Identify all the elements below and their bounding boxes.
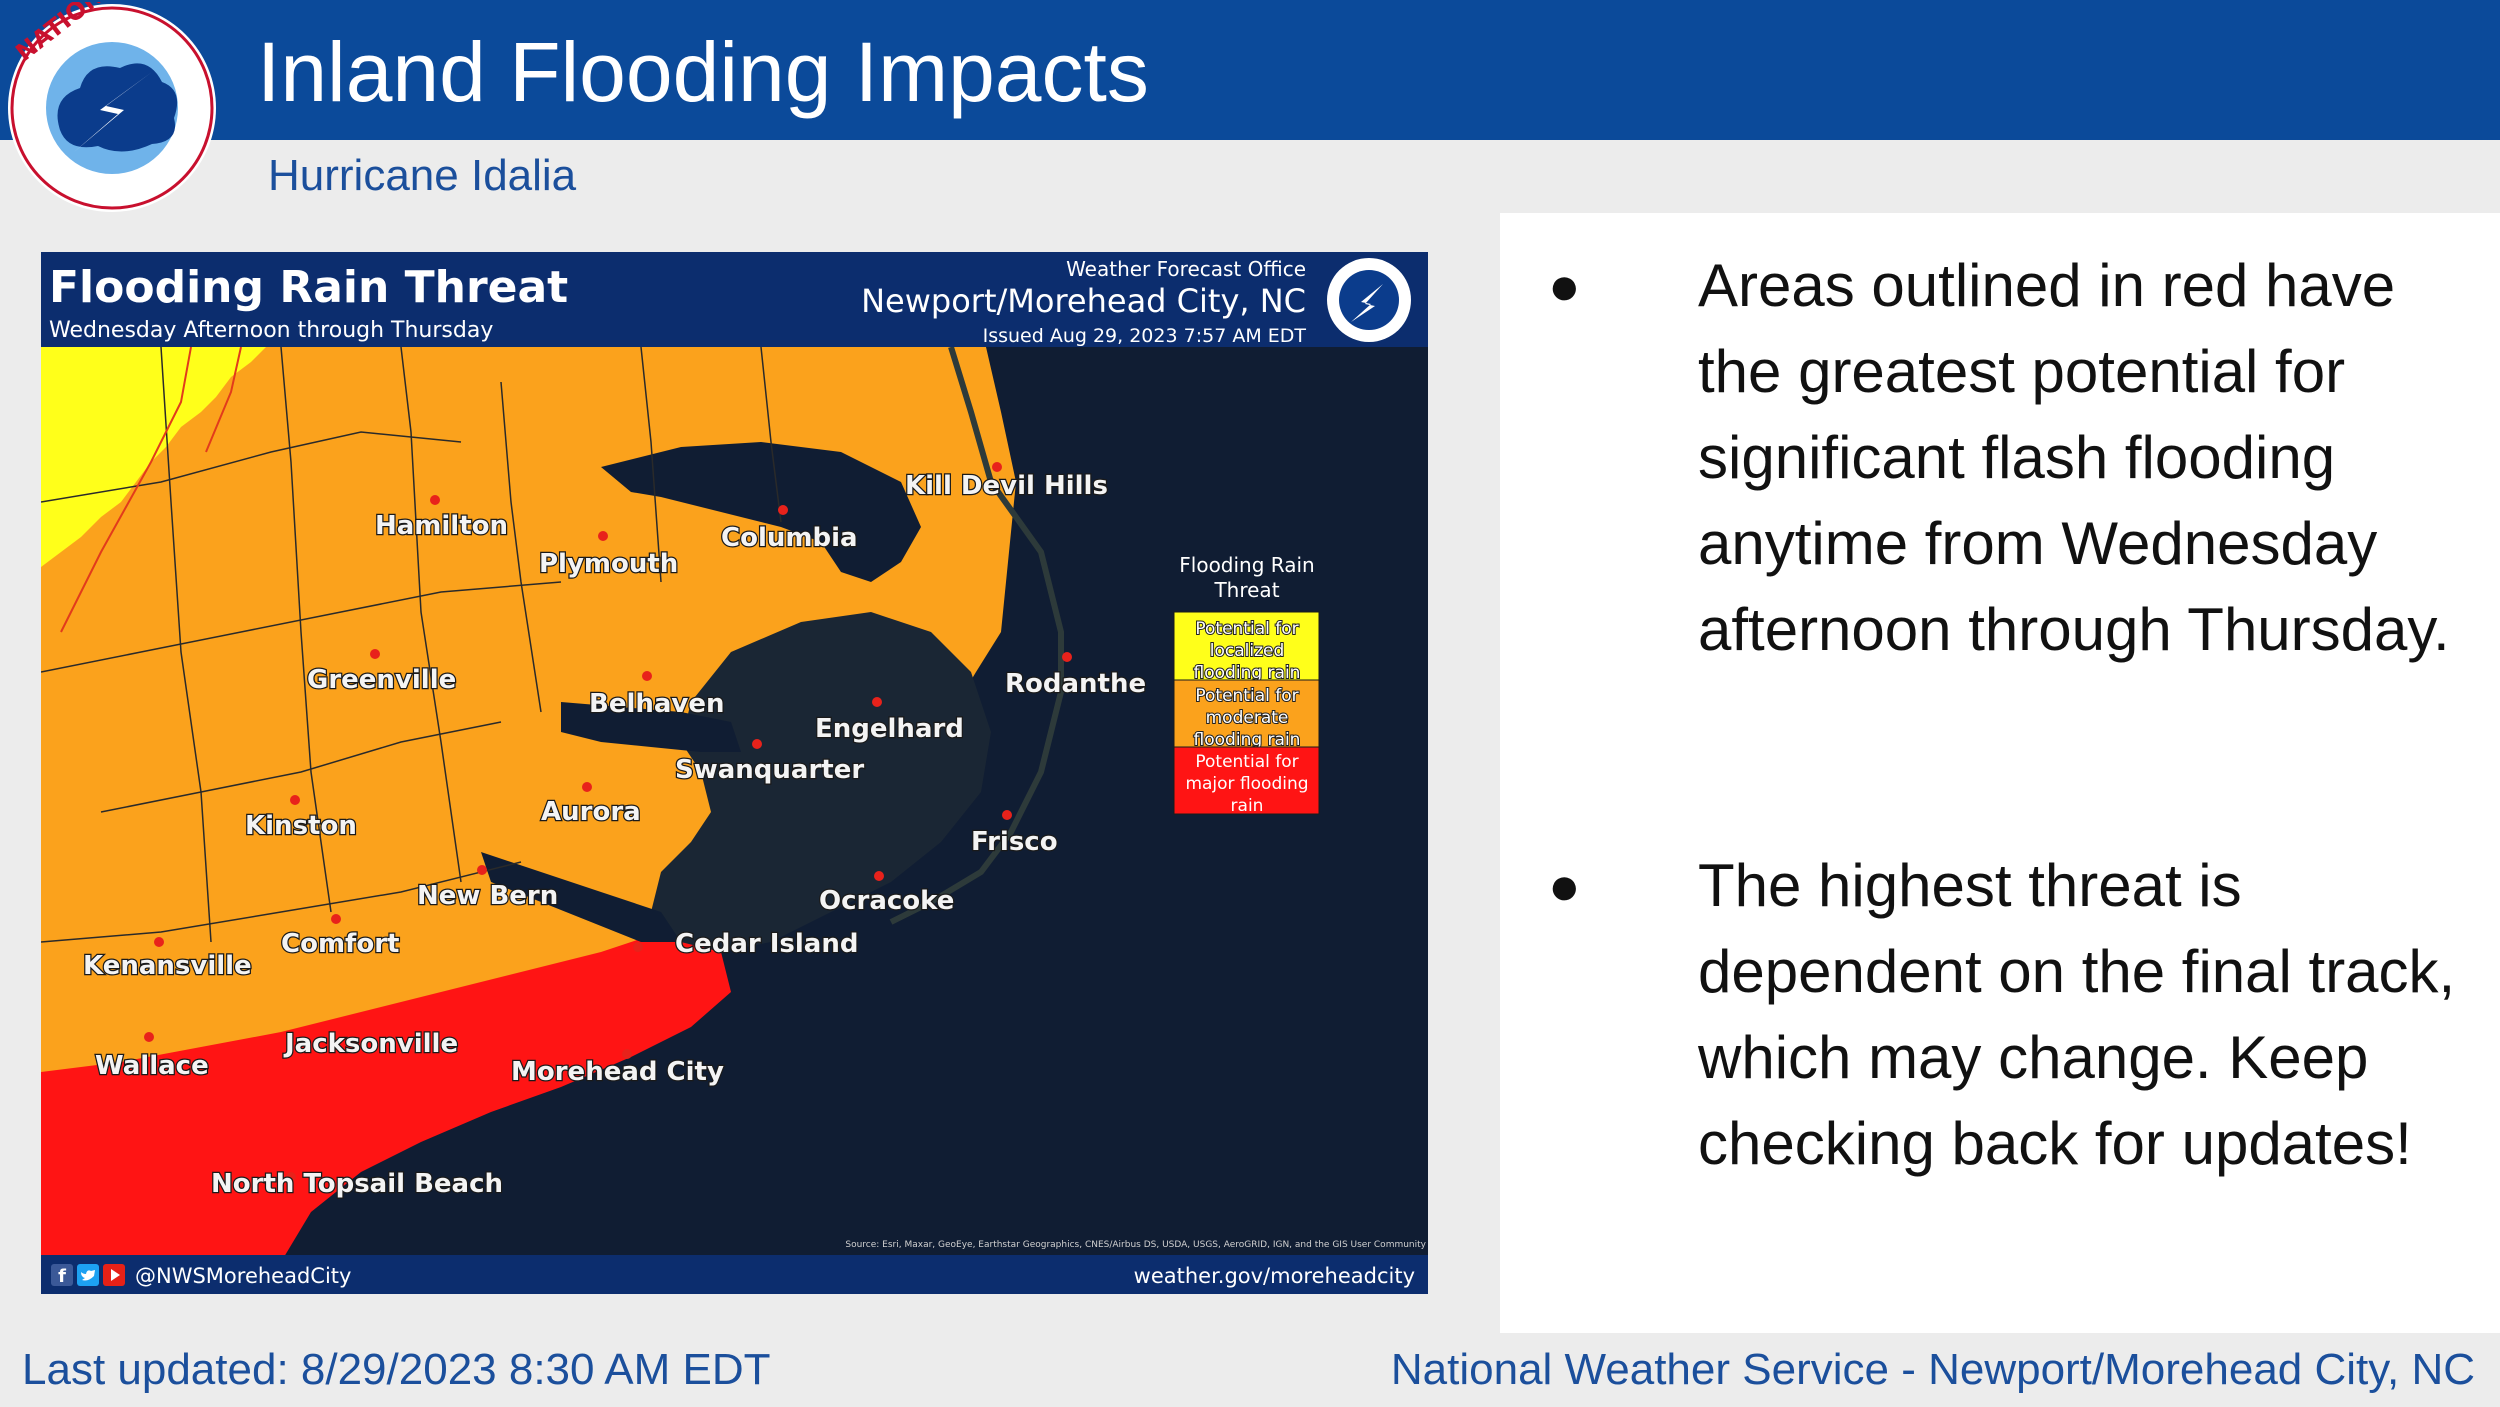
county-boundaries: [41, 346, 782, 943]
social-icons: f: [51, 1264, 125, 1287]
page-title: Inland Flooding Impacts: [257, 25, 1149, 119]
outer-banks: [889, 346, 1064, 925]
city-label: Kenansville: [83, 951, 252, 981]
bullet-item: ● Areas outlined in red have the greates…: [1548, 243, 2478, 673]
map-period: Wednesday Afternoon through Thursday: [49, 318, 493, 343]
city-label: Rodanthe: [1005, 669, 1146, 699]
city-label: Cedar Island: [675, 929, 858, 959]
pamlico-river: [561, 702, 741, 752]
city-label: Belhaven: [589, 689, 725, 719]
city-label: North Topsail Beach: [211, 1169, 503, 1199]
legend-label-moderate-3: flooding rain: [1194, 730, 1301, 750]
bullet-item: ● The highest threat is dependent on the…: [1548, 843, 2478, 1273]
office-name: Newport/Morehead City, NC: [861, 282, 1306, 320]
legend-label-major-2: major flooding: [1185, 774, 1308, 794]
last-updated: Last updated: 8/29/2023 8:30 AM EDT: [22, 1345, 771, 1394]
city-label: Kinston: [245, 811, 357, 841]
city-label: Kill Devil Hills: [905, 471, 1108, 501]
highways: [60, 346, 242, 633]
neuse-river: [481, 852, 681, 942]
city-label: Morehead City: [511, 1057, 724, 1087]
legend-label-major-3: rain: [1231, 796, 1264, 816]
city-label: Greenville: [307, 665, 456, 695]
facebook-icon: [51, 1264, 73, 1286]
legend-label-moderate-2: moderate: [1206, 708, 1289, 728]
city-label: Aurora: [541, 797, 641, 827]
office-website: weather.gov/moreheadcity: [1134, 1264, 1415, 1288]
city-label: Swanquarter: [675, 755, 864, 785]
page-subtitle: Hurricane Idalia: [268, 151, 577, 200]
office-label: Weather Forecast Office: [1066, 257, 1306, 281]
map-header-strip: [41, 252, 1428, 347]
legend-label-localized-1: Potential for: [1195, 619, 1298, 639]
key-messages-panel: ● Areas outlined in red have the greates…: [1500, 213, 2500, 1333]
map-footer-strip: [41, 1255, 1428, 1294]
map-legend: Flooding Rain Threat Potential for local…: [1173, 553, 1320, 816]
social-handle: @NWSMoreheadCity: [135, 1264, 351, 1288]
city-label: Engelhard: [815, 714, 964, 744]
legend-title-line2: Threat: [1213, 578, 1279, 602]
city-label: Comfort: [281, 929, 399, 959]
bullet-text: Areas outlined in red have the greatest …: [1698, 252, 2450, 663]
legend-label-moderate-1: Potential for: [1195, 686, 1298, 706]
bullet-text: The highest threat is dependent on the f…: [1698, 852, 2456, 1177]
bullet-dot-icon: ●: [1548, 256, 1581, 316]
city-label: Ocracoke: [819, 886, 954, 916]
legend-swatch-moderate: [1173, 679, 1320, 748]
major-threat-area: [41, 917, 731, 1294]
moderate-threat-area: [41, 347, 1016, 1092]
city-label: Hamilton: [375, 511, 508, 541]
legend-title-line1: Flooding Rain: [1179, 553, 1314, 577]
issued-time: Issued Aug 29, 2023 7:57 AM EDT: [983, 325, 1307, 347]
legend-label-localized-3: flooding rain: [1194, 663, 1301, 683]
city-label: New Bern: [417, 881, 558, 911]
map-title: Flooding Rain Threat: [49, 262, 568, 313]
city-label: Columbia: [721, 523, 858, 553]
legend-swatch-localized: [1173, 611, 1320, 681]
flooding-rain-threat-map: Flooding Rain Threat Wednesday Afternoon…: [41, 252, 1428, 1294]
nws-logo: NATIONAL WEATHER SERVICE: [2, 0, 341, 214]
city-label: Plymouth: [539, 549, 678, 579]
legend-label-major-1: Potential for: [1195, 752, 1298, 772]
agency-name: National Weather Service - Newport/Moreh…: [1390, 1345, 2475, 1394]
pamlico-sound: [651, 612, 991, 952]
source-credit: Source: Esri, Maxar, GeoEye, Earthstar G…: [845, 1240, 1426, 1250]
city-label: Frisco: [971, 827, 1058, 857]
city-label: Wallace: [95, 1051, 209, 1081]
legend-swatch-major: [1173, 746, 1320, 815]
small-nws-logo: [1327, 258, 1411, 342]
albemarle-sound: [601, 442, 921, 582]
city-markers: [144, 462, 1072, 1182]
bullet-dot-icon: ●: [1548, 856, 1581, 916]
svg-text:f: f: [58, 1266, 66, 1287]
title-bar: Inland Flooding Impacts: [0, 0, 2500, 140]
city-label: Jacksonville: [283, 1029, 458, 1059]
legend-label-localized-2: localized: [1210, 641, 1285, 661]
